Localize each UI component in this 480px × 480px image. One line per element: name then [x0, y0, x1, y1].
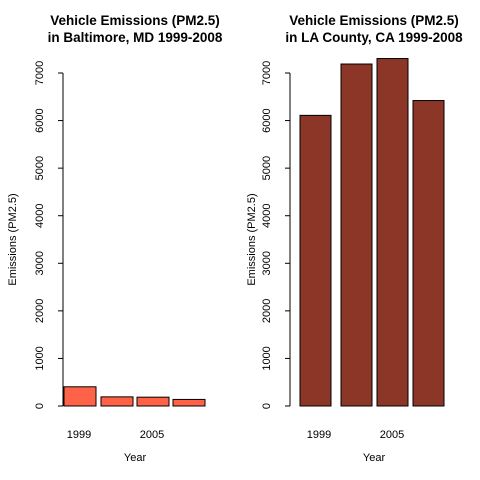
y-tick-label: 2000	[34, 299, 46, 323]
bar-2002	[340, 63, 373, 407]
x-tick-label: 2005	[380, 429, 404, 441]
x-tick-label: 2005	[140, 429, 164, 441]
x-axis-label: Year	[363, 452, 386, 464]
chart-title-line: Vehicle Emissions (PM2.5)	[50, 13, 220, 28]
chart-title-line: in LA County, CA 1999-2008	[285, 30, 463, 45]
y-tick-label: 6000	[261, 108, 273, 132]
bar-2005	[376, 58, 409, 407]
y-tick-label: 5000	[34, 156, 46, 180]
y-tick-label: 7000	[261, 61, 273, 85]
x-tick-label: 1999	[67, 429, 91, 441]
bar-2002	[100, 396, 134, 407]
y-tick-label: 7000	[34, 61, 46, 85]
chart-title-line: in Baltimore, MD 1999-2008	[48, 30, 223, 45]
y-tick-label: 3000	[261, 251, 273, 275]
y-tick-label: 0	[34, 403, 46, 409]
y-axis-label: Emissions (PM2.5)	[7, 193, 19, 285]
y-tick-label: 5000	[261, 156, 273, 180]
y-tick-label: 2000	[261, 299, 273, 323]
x-tick-label: 1999	[307, 429, 331, 441]
y-axis-label: Emissions (PM2.5)	[246, 193, 258, 285]
y-tick-label: 1000	[261, 346, 273, 370]
y-tick-label: 6000	[34, 108, 46, 132]
bar-2008	[172, 398, 206, 407]
y-tick-label: 1000	[34, 346, 46, 370]
bar-2008	[412, 100, 445, 407]
y-tick-label: 4000	[261, 203, 273, 227]
bar-1999	[63, 386, 97, 407]
y-tick-label: 4000	[34, 203, 46, 227]
bar-2005	[136, 396, 170, 407]
x-axis-label: Year	[124, 452, 147, 464]
bar-1999	[299, 114, 332, 407]
chart-title-line: Vehicle Emissions (PM2.5)	[289, 13, 459, 28]
y-tick-label: 3000	[34, 251, 46, 275]
y-tick-label: 0	[261, 403, 273, 409]
